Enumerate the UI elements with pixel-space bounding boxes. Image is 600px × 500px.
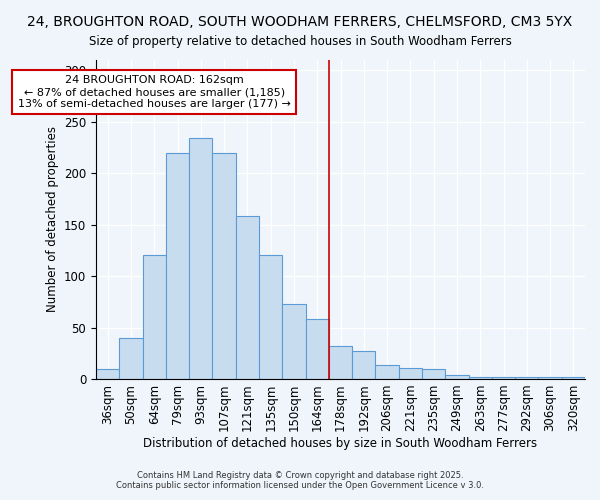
Bar (236, 216, 259, 379)
Bar (352, 351, 376, 379)
Bar (166, 152, 189, 379)
Bar (562, 377, 585, 379)
Text: Size of property relative to detached houses in South Woodham Ferrers: Size of property relative to detached ho… (89, 35, 511, 48)
Bar (469, 377, 492, 379)
Bar (189, 138, 212, 379)
Bar (492, 377, 515, 379)
Bar (329, 346, 352, 379)
Bar (119, 338, 143, 379)
Text: Contains HM Land Registry data © Crown copyright and database right 2025.
Contai: Contains HM Land Registry data © Crown c… (116, 470, 484, 490)
Y-axis label: Number of detached properties: Number of detached properties (46, 126, 59, 312)
Bar (422, 368, 445, 379)
Bar (515, 377, 538, 379)
Bar (96, 368, 119, 379)
Bar (283, 304, 305, 379)
Bar (376, 364, 399, 379)
Bar (259, 256, 283, 379)
Text: 24 BROUGHTON ROAD: 162sqm
← 87% of detached houses are smaller (1,185)
13% of se: 24 BROUGHTON ROAD: 162sqm ← 87% of detac… (18, 76, 291, 108)
Bar (305, 320, 329, 379)
Bar (445, 375, 469, 379)
Bar (399, 368, 422, 379)
Bar (212, 152, 236, 379)
Bar (538, 377, 562, 379)
X-axis label: Distribution of detached houses by size in South Woodham Ferrers: Distribution of detached houses by size … (143, 437, 538, 450)
Bar (143, 256, 166, 379)
Text: 24, BROUGHTON ROAD, SOUTH WOODHAM FERRERS, CHELMSFORD, CM3 5YX: 24, BROUGHTON ROAD, SOUTH WOODHAM FERRER… (28, 15, 572, 29)
